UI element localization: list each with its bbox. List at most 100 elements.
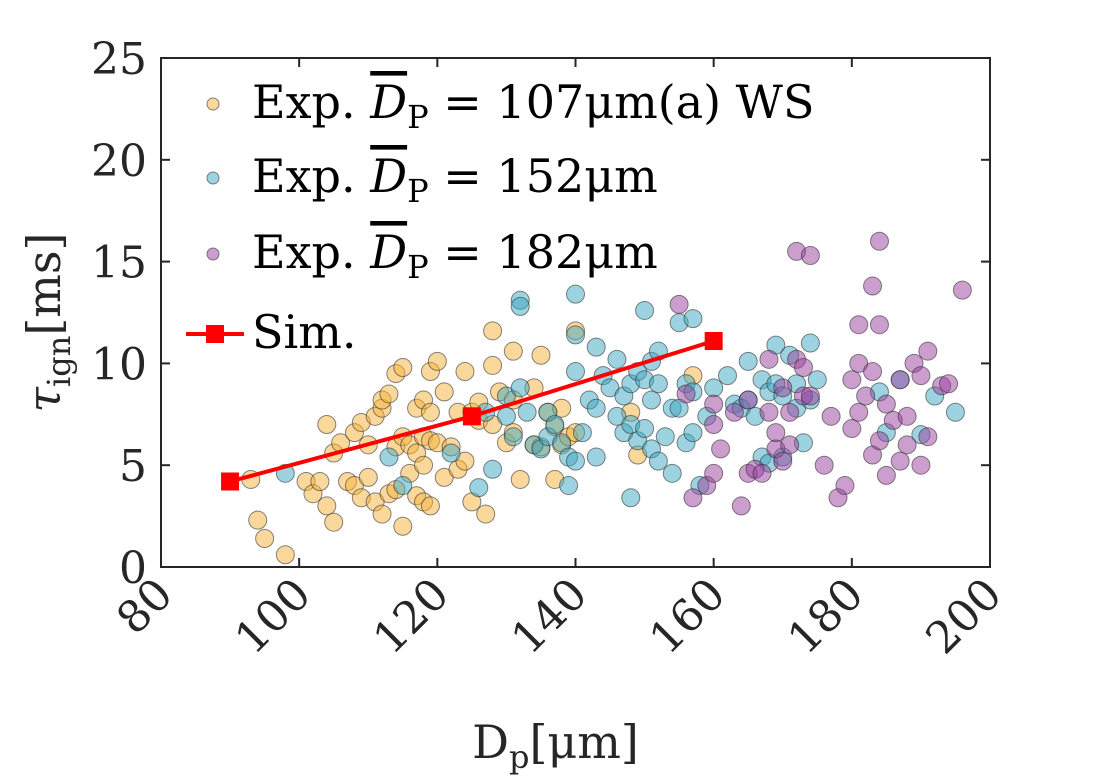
- legend-marker-0: [206, 97, 220, 111]
- point-s0-18: [358, 467, 378, 487]
- sim-marker-1: [462, 407, 481, 426]
- legend: Exp. DP = 107μm(a) WS Exp. DP = 152μm Exp.…: [186, 75, 814, 359]
- point-s1-18: [545, 414, 565, 434]
- point-s1-13: [517, 402, 537, 422]
- y-tick-label-4: 20: [91, 136, 147, 187]
- point-s1-26: [572, 423, 592, 443]
- point-s0-48: [434, 382, 454, 402]
- point-s2-26: [800, 245, 820, 265]
- point-s0-60: [483, 355, 503, 375]
- point-s2-6: [704, 394, 724, 414]
- sim-marker-0: [221, 472, 240, 491]
- x-tick-label-2: 120: [364, 569, 459, 664]
- point-s2-28: [814, 455, 834, 475]
- y-tick-label-5: 25: [91, 34, 147, 85]
- point-s0-39: [414, 455, 434, 475]
- point-s2-27: [800, 386, 820, 406]
- point-s2-38: [863, 362, 883, 382]
- point-s1-33: [607, 349, 627, 369]
- x-tick-label-5: 180: [778, 569, 873, 664]
- point-s0-3: [275, 545, 295, 565]
- point-s1-39: [621, 488, 641, 508]
- point-s2-9: [731, 496, 751, 516]
- point-s1-51: [655, 427, 675, 447]
- y-tick-label-1: 5: [119, 441, 147, 492]
- sim-marker-2: [704, 332, 723, 351]
- point-s2-49: [897, 406, 917, 426]
- legend-label-3: Sim.: [252, 305, 356, 359]
- point-s2-21: [780, 435, 800, 455]
- point-s2-19: [773, 451, 793, 471]
- point-s2-2: [683, 488, 703, 508]
- point-s2-57: [939, 374, 959, 394]
- point-s2-20: [780, 402, 800, 422]
- point-s0-22: [372, 504, 392, 524]
- point-s1-82: [800, 333, 820, 353]
- point-s2-48: [890, 451, 910, 471]
- point-s1-49: [648, 374, 668, 394]
- point-s2-37: [856, 386, 876, 406]
- point-s2-54: [918, 341, 938, 361]
- simulation-layer: [221, 332, 723, 491]
- point-s2-15: [759, 349, 779, 369]
- y-axis-label: τign[ms]: [17, 233, 78, 413]
- point-s2-1: [676, 384, 696, 404]
- point-s2-25: [793, 357, 813, 377]
- point-s1-3: [441, 443, 461, 463]
- point-s1-1: [379, 447, 399, 467]
- point-s2-42: [869, 315, 889, 335]
- point-s1-30: [586, 447, 606, 467]
- point-s1-23: [566, 325, 585, 345]
- y-tick-label-2: 10: [91, 339, 147, 390]
- legend-marker-2: [206, 247, 220, 261]
- point-s2-39: [863, 276, 883, 296]
- point-s0-24: [379, 384, 399, 404]
- legend-marker-1: [206, 171, 220, 185]
- y-tick-label-0: 0: [119, 543, 147, 594]
- point-s1-63: [704, 378, 724, 398]
- point-s0-42: [420, 402, 440, 422]
- point-s1-90: [945, 402, 965, 422]
- point-s1-58: [683, 309, 703, 329]
- point-s0-29: [393, 357, 413, 377]
- legend-label-0: Exp. DP = 107μm(a) WS: [252, 75, 814, 136]
- point-s2-45: [876, 465, 896, 485]
- point-s2-34: [849, 315, 869, 335]
- point-s2-32: [842, 370, 862, 390]
- point-s1-46: [641, 390, 661, 410]
- point-s1-9: [503, 427, 523, 447]
- point-s1-44: [635, 419, 655, 439]
- point-s1-24: [566, 362, 585, 382]
- y-tick-label-3: 15: [91, 238, 147, 289]
- x-tick-label-1: 100: [225, 569, 320, 664]
- point-s2-18: [773, 378, 793, 398]
- point-s1-64: [717, 366, 737, 386]
- point-s2-7: [711, 439, 731, 459]
- x-tick-label-3: 140: [502, 569, 597, 664]
- point-s0-52: [455, 362, 475, 382]
- point-s2-52: [911, 366, 931, 386]
- point-s0-64: [503, 341, 523, 361]
- point-s2-44: [876, 394, 896, 414]
- point-s1-50: [648, 451, 668, 471]
- point-s0-1: [248, 510, 268, 530]
- points-layer: [241, 231, 972, 565]
- point-s0-8: [317, 496, 337, 516]
- point-s0-70: [531, 345, 551, 365]
- point-s2-33: [842, 419, 862, 439]
- point-s0-10: [324, 512, 344, 532]
- point-s0-7: [317, 414, 337, 434]
- point-s0-59: [483, 321, 503, 341]
- x-tick-label-4: 160: [640, 569, 735, 664]
- x-tick-label-6: 200: [916, 569, 1011, 664]
- point-s1-29: [586, 398, 606, 418]
- point-s2-8: [724, 402, 744, 422]
- point-s1-21: [559, 476, 579, 496]
- point-s0-67: [510, 469, 530, 489]
- point-s2-41: [869, 231, 889, 251]
- point-s2-55: [918, 427, 938, 447]
- point-s1-28: [586, 337, 606, 357]
- point-s2-58: [952, 280, 972, 300]
- point-s2-10: [738, 390, 758, 410]
- point-s2-36: [849, 402, 869, 422]
